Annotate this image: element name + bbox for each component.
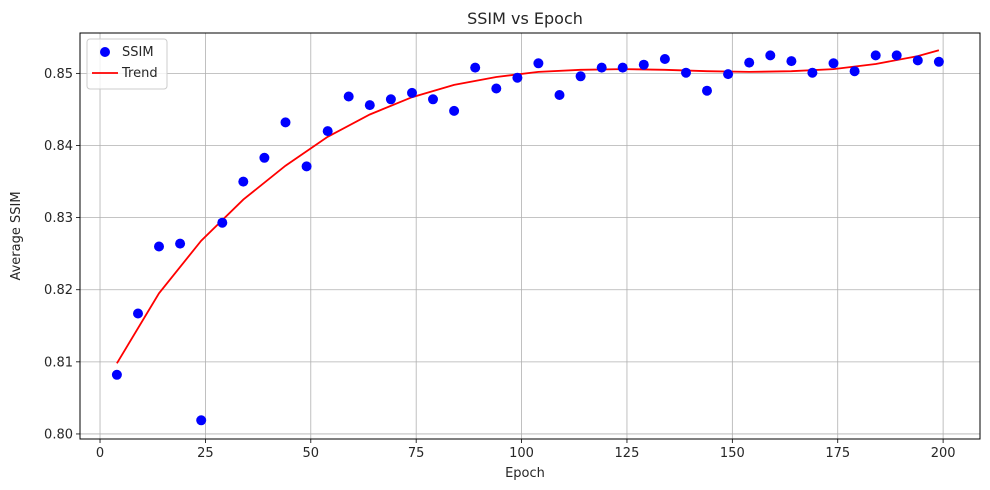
ssim-point	[849, 66, 860, 77]
y-axis-title: Average SSIM	[9, 191, 24, 280]
ssim-point	[154, 241, 164, 252]
x-axis-ticks: 0 25 50 75 100 125 150 175 200	[96, 439, 956, 461]
scatter-points	[111, 50, 944, 426]
plot-frame	[79, 32, 981, 440]
ssim-point	[617, 62, 628, 73]
ssim-point	[554, 90, 565, 100]
x-tick-label: 200	[931, 446, 956, 461]
ssim-point	[449, 105, 460, 116]
trend-line	[116, 49, 940, 364]
ssim-point	[807, 67, 818, 78]
y-tick-label: 0.82	[44, 283, 73, 298]
ssim-point	[659, 54, 670, 64]
legend: SSIM Trend	[86, 38, 168, 90]
ssim-point	[407, 87, 417, 98]
ssim-point	[638, 59, 649, 70]
x-tick-label: 0	[96, 446, 104, 461]
ssim-point	[512, 72, 523, 83]
ssim-point	[280, 117, 291, 128]
ssim-point	[196, 415, 207, 426]
ssim-point	[133, 308, 143, 319]
ssim-point	[217, 217, 228, 228]
y-tick-label: 0.83	[44, 211, 73, 226]
y-tick-label: 0.84	[44, 139, 73, 154]
x-tick-label: 175	[825, 446, 850, 461]
ssim-point	[322, 126, 333, 137]
ssim-point	[702, 85, 712, 96]
ssim-point	[428, 94, 438, 105]
grid-lines	[80, 33, 980, 439]
trend-line-layer	[116, 49, 940, 364]
ssim-point	[828, 58, 839, 69]
y-tick-label: 0.80	[44, 427, 73, 442]
ssim-point	[786, 56, 797, 67]
legend-ssim-label: SSIM	[122, 45, 154, 60]
ssim-point	[912, 55, 923, 66]
ssim-point	[111, 369, 122, 380]
ssim-point	[364, 100, 375, 111]
ssim-point	[259, 152, 270, 163]
ssim-point	[238, 176, 249, 187]
ssim-point	[891, 50, 902, 61]
ssim-point	[575, 71, 586, 82]
ssim-point	[596, 62, 607, 73]
y-tick-label: 0.85	[44, 67, 73, 82]
ssim-point	[933, 56, 944, 67]
y-tick-label: 0.81	[44, 355, 73, 370]
ssim-point	[301, 161, 312, 172]
legend-trend-label: Trend	[121, 66, 158, 81]
chart-title: SSIM vs Epoch	[467, 9, 583, 28]
ssim-point	[470, 62, 481, 73]
ssim-point	[744, 57, 755, 68]
x-axis-title: Epoch	[505, 466, 545, 481]
ssim-point	[765, 50, 776, 61]
ssim-point	[343, 91, 354, 102]
legend-ssim-marker	[100, 47, 110, 57]
x-tick-label: 150	[720, 446, 745, 461]
y-axis-ticks: 0.80 0.81 0.82 0.83 0.84 0.85	[44, 67, 80, 442]
x-tick-label: 50	[303, 446, 320, 461]
ssim-point	[723, 69, 734, 80]
ssim-point	[385, 94, 396, 105]
ssim-point	[870, 50, 881, 61]
x-tick-label: 100	[509, 446, 534, 461]
x-tick-label: 25	[197, 446, 214, 461]
ssim-point	[533, 58, 544, 69]
ssim-point	[175, 238, 186, 249]
x-tick-label: 125	[615, 446, 640, 461]
ssim-point	[681, 67, 691, 78]
x-tick-label: 75	[408, 446, 425, 461]
ssim-point	[491, 83, 502, 94]
